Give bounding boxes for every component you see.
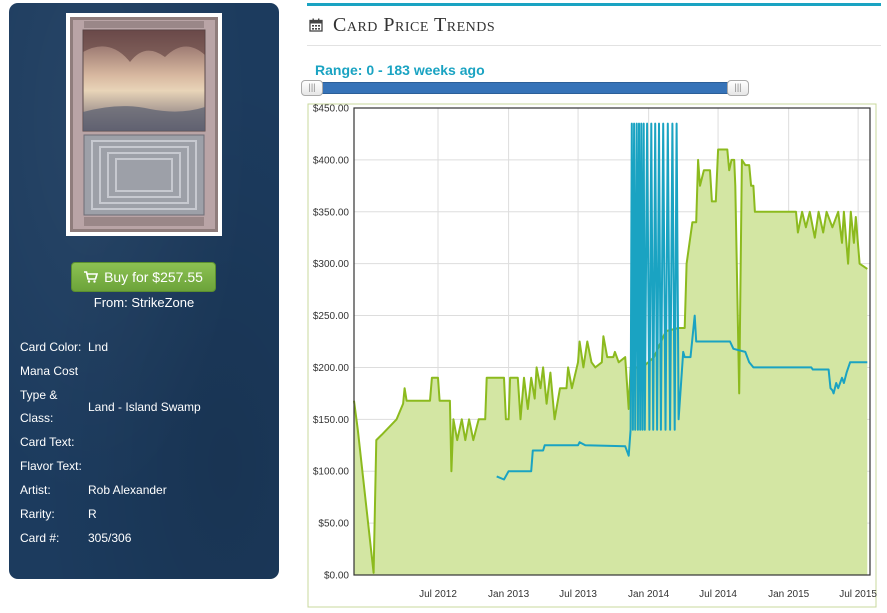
series-area-0 xyxy=(354,149,868,575)
x-tick-label: Jan 2015 xyxy=(768,589,810,600)
calendar-icon xyxy=(309,18,323,32)
y-tick-label: $400.00 xyxy=(313,155,350,166)
y-tick-label: $450.00 xyxy=(313,104,350,115)
attr-value-color: Lnd xyxy=(88,340,109,354)
attr-label-mana-cost: Mana Cost xyxy=(20,364,79,378)
shopping-cart-icon xyxy=(84,270,99,283)
price-trend-chart: $0.00 $50.00 $100.00 $150.00 $200.00 $250.00 $… xyxy=(307,103,877,608)
y-tick-label: $150.00 xyxy=(313,415,350,426)
title-divider xyxy=(307,45,881,46)
y-tick-label: $300.00 xyxy=(313,259,350,270)
attr-label-artist: Artist: xyxy=(20,483,51,497)
x-tick-label: Jul 2014 xyxy=(699,589,737,600)
x-tick-label: Jul 2015 xyxy=(839,589,877,600)
attr-value-type: Land - Island Swamp xyxy=(88,400,201,414)
attr-label-card-number: Card #: xyxy=(20,531,60,545)
y-tick-label: $350.00 xyxy=(313,207,350,218)
y-tick-label: $0.00 xyxy=(324,571,349,582)
range-slider-handle-right[interactable]: ||| xyxy=(727,80,749,96)
y-tick-label: $100.00 xyxy=(313,467,350,478)
seller-label: From: StrikeZone xyxy=(93,295,195,310)
card-art-image xyxy=(70,17,218,232)
plot-area-frame xyxy=(353,107,871,576)
page-title: Card Price Trends xyxy=(333,14,496,36)
buy-button-label: Buy for $257.55 xyxy=(104,269,203,285)
attr-label-rarity: Rarity: xyxy=(20,507,55,521)
x-tick-label: Jan 2014 xyxy=(628,589,670,600)
title-accent-bar xyxy=(307,3,881,6)
attr-value-artist: Rob Alexander xyxy=(88,483,167,497)
card-info-sidebar: Buy for $257.55 From: StrikeZone Card Co… xyxy=(9,3,279,579)
attr-label-class: Class: xyxy=(20,411,54,425)
x-tick-label: Jul 2013 xyxy=(559,589,597,600)
attr-value-rarity: R xyxy=(88,507,97,521)
attr-label-card-text: Card Text: xyxy=(20,435,75,449)
series-line-0 xyxy=(353,148,868,574)
attr-label-type: Type & xyxy=(20,388,58,402)
y-tick-label: $250.00 xyxy=(313,311,350,322)
y-tick-label: $200.00 xyxy=(313,363,350,374)
card-image xyxy=(66,13,222,236)
attr-label-flavor-text: Flavor Text: xyxy=(20,459,82,473)
buy-button[interactable]: Buy for $257.55 xyxy=(71,262,216,292)
range-label: Range: 0 - 183 weeks ago xyxy=(315,62,485,78)
series-line-1 xyxy=(496,122,868,481)
attr-value-card-number: 305/306 xyxy=(88,531,132,545)
attr-label-color: Card Color: xyxy=(20,340,82,354)
range-slider-track[interactable] xyxy=(302,82,749,94)
x-tick-label: Jul 2012 xyxy=(419,589,457,600)
x-tick-label: Jan 2013 xyxy=(488,589,530,600)
y-tick-label: $50.00 xyxy=(318,519,349,530)
range-slider-handle-left[interactable]: ||| xyxy=(301,80,323,96)
